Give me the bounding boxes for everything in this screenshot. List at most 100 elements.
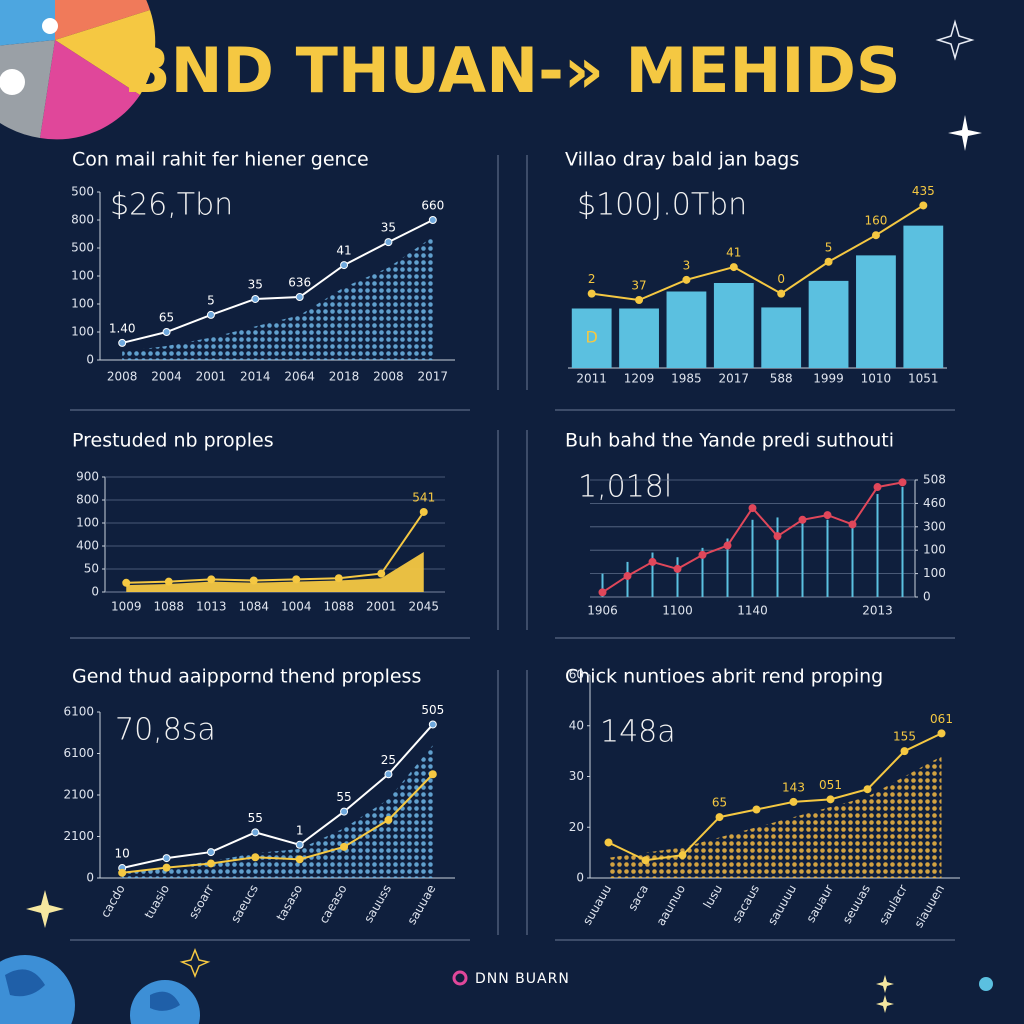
point	[937, 729, 946, 738]
annotation: 35	[248, 277, 263, 291]
point	[715, 813, 724, 822]
point	[251, 853, 260, 862]
point	[789, 797, 798, 806]
y-tick-label: 50	[84, 562, 99, 576]
bar	[666, 291, 707, 368]
dividers	[70, 155, 955, 941]
chart: Prestuded nb proples 0 50 400 100 800 900 1009 1…	[72, 430, 445, 614]
point	[798, 515, 807, 524]
annotation: 2	[588, 272, 596, 286]
y-tick-label: 100	[923, 566, 946, 580]
headline: 148a	[600, 715, 676, 750]
headline: $100J.0Tbn	[577, 188, 747, 223]
point	[162, 854, 171, 863]
point	[118, 338, 127, 347]
x-tick-label: 1013	[196, 600, 227, 614]
annotation: 636	[288, 276, 311, 290]
annotation: 55	[336, 790, 351, 804]
x-tick-label: 1004	[281, 600, 312, 614]
point	[384, 815, 393, 824]
point	[824, 257, 833, 266]
point	[419, 507, 428, 516]
chart: Chick nuntioes abrit rend proping 148a 0 20…	[565, 666, 960, 930]
annotation: 143	[782, 780, 805, 794]
point	[295, 855, 304, 864]
decor-sparkles	[26, 115, 993, 1013]
point	[292, 575, 301, 584]
line	[122, 773, 434, 874]
point	[673, 564, 682, 573]
x-tick-label: 2008	[107, 370, 138, 384]
x-tick-label: 2064	[284, 370, 315, 384]
chart: Villao dray bald jan bags $100J.0Tbn 2011 1…	[565, 149, 947, 386]
y-tick-label: 500	[71, 241, 94, 255]
bar	[856, 255, 896, 368]
area	[122, 745, 433, 878]
x-tick-label: 2011	[576, 372, 607, 386]
chart-title: Villao dray bald jan bags	[565, 149, 799, 171]
point	[641, 856, 650, 865]
point	[377, 569, 386, 578]
point	[752, 805, 761, 814]
annotation: 65	[712, 796, 727, 810]
headline: 1,018l	[578, 470, 672, 505]
inset-label: D	[586, 328, 598, 347]
y-tick-label: 100	[71, 297, 94, 311]
point	[723, 541, 732, 550]
point	[898, 478, 907, 487]
bar	[808, 280, 849, 368]
brand-icon	[452, 970, 468, 986]
annotation: 061	[930, 712, 953, 726]
line	[591, 204, 924, 302]
y-tick-label: 20	[569, 820, 584, 834]
y-tick-label: 2100	[63, 788, 94, 802]
annotation: 0	[777, 272, 785, 286]
point	[635, 296, 644, 304]
x-tick-label: 1209	[624, 372, 655, 386]
point	[206, 859, 215, 868]
point	[334, 574, 343, 583]
chart-title: Gend thud aaippornd thend propless	[72, 666, 421, 688]
point	[122, 578, 131, 587]
point	[863, 785, 872, 794]
decor-globes	[0, 955, 200, 1024]
annotation: 160	[864, 214, 887, 228]
annotation: 051	[819, 778, 842, 792]
chart: Con mail rahit fer hiener gence $26,Tbn 0 1…	[71, 149, 455, 384]
x-tick-label: 1906	[587, 604, 618, 618]
annotation: 660	[421, 199, 444, 213]
point	[164, 577, 173, 586]
point	[823, 511, 832, 520]
point	[162, 328, 171, 336]
y-tick-label: 30	[569, 769, 584, 783]
x-tick-label: 1010	[861, 372, 892, 386]
point	[848, 520, 857, 529]
y-tick-label: 400	[76, 539, 99, 553]
annotation: 5	[825, 240, 833, 254]
y-tick-label: 508	[923, 473, 946, 487]
annotation: 435	[912, 184, 935, 198]
x-tick-label: 1051	[908, 372, 939, 386]
bar	[571, 308, 612, 368]
point	[698, 550, 707, 559]
x-tick-label: 1084	[238, 600, 269, 614]
chart: Buh bahd the Yande predi suthouti 1,018l 0…	[565, 430, 946, 618]
chart-title: Prestuded nb proples	[72, 430, 274, 452]
point	[428, 720, 437, 729]
point	[428, 770, 437, 779]
chart-title: Chick nuntioes abrit rend proping	[565, 666, 883, 688]
point	[251, 828, 260, 837]
point	[207, 575, 216, 584]
annotation: 65	[159, 311, 174, 325]
line	[608, 732, 942, 862]
annotation: 541	[412, 490, 435, 504]
x-tick-label: 1088	[153, 600, 184, 614]
point	[777, 289, 786, 298]
point	[206, 848, 215, 857]
y-tick-label: 0	[923, 590, 931, 604]
brand: DNN BUARN	[475, 971, 570, 987]
y-tick-label: 500	[71, 185, 94, 199]
x-tick-label: 2045	[408, 600, 439, 614]
point	[773, 532, 782, 541]
